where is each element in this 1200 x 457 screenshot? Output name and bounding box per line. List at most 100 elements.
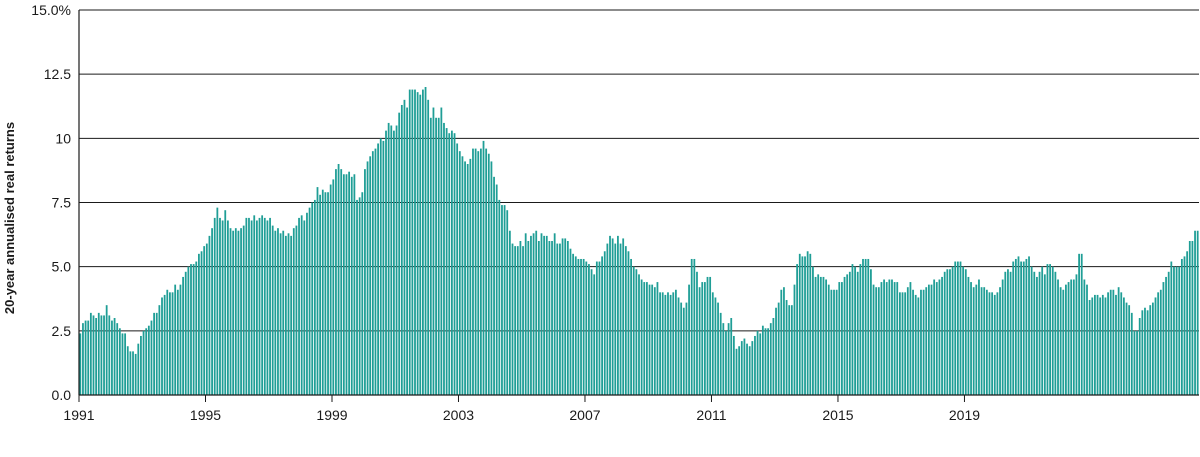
- bar: [456, 143, 459, 395]
- bar: [751, 341, 754, 395]
- bar: [377, 143, 379, 395]
- x-tick-label: 2015: [822, 407, 853, 423]
- bar: [624, 246, 627, 395]
- bar: [780, 289, 783, 395]
- bar: [577, 258, 580, 395]
- bar: [182, 276, 184, 395]
- bar: [972, 287, 975, 395]
- bar: [321, 189, 324, 395]
- bar: [174, 284, 177, 395]
- bar: [933, 279, 936, 395]
- bar: [1130, 312, 1133, 395]
- bar: [727, 323, 730, 395]
- bar: [400, 104, 403, 395]
- bar: [240, 228, 242, 395]
- bar: [284, 235, 287, 395]
- bar: [1096, 294, 1099, 395]
- bar: [163, 294, 166, 395]
- bar: [1112, 289, 1115, 395]
- bar: [145, 328, 148, 395]
- bar: [1183, 256, 1186, 395]
- bar: [537, 241, 540, 395]
- bar: [248, 217, 250, 395]
- bar: [574, 256, 577, 395]
- bar: [232, 230, 235, 395]
- bar: [161, 297, 163, 395]
- bar: [464, 161, 466, 395]
- bar: [371, 151, 374, 395]
- bar: [116, 323, 119, 395]
- bar: [1030, 266, 1033, 395]
- bar-series: [79, 87, 1199, 396]
- bar: [274, 230, 277, 395]
- bar: [1138, 318, 1141, 395]
- bar: [709, 276, 712, 395]
- bar: [522, 246, 524, 395]
- bar: [777, 302, 780, 395]
- bar: [830, 289, 833, 395]
- bar: [213, 217, 216, 395]
- bar: [306, 212, 308, 395]
- bar: [740, 341, 743, 395]
- bar: [403, 99, 406, 395]
- bar: [1086, 284, 1088, 395]
- bar: [369, 156, 372, 395]
- bar: [996, 292, 999, 395]
- bar: [943, 271, 946, 395]
- bar: [756, 330, 759, 395]
- bar: [324, 192, 327, 395]
- bar: [195, 261, 198, 395]
- bar: [158, 305, 161, 395]
- bar: [311, 202, 314, 395]
- bar: [298, 217, 300, 395]
- bar: [925, 287, 928, 395]
- bar: [1162, 282, 1165, 395]
- bar: [619, 243, 622, 395]
- bar: [382, 140, 385, 395]
- bar: [827, 284, 830, 395]
- bar: [348, 171, 351, 395]
- bar: [203, 246, 206, 395]
- bar: [767, 328, 770, 395]
- bar: [277, 228, 279, 395]
- bar: [566, 241, 569, 395]
- bar: [970, 282, 972, 395]
- bar: [545, 235, 548, 395]
- bar: [398, 112, 401, 396]
- bar: [1067, 282, 1070, 395]
- y-tick-label: 12.5: [44, 66, 71, 82]
- bar: [951, 266, 954, 395]
- bar: [414, 89, 416, 395]
- axes: [78, 10, 1199, 396]
- bar: [1170, 261, 1173, 395]
- bar: [358, 197, 361, 395]
- y-axis-ticks: 0.0 2.5 5.0 7.5 10 12.5 15.0%: [31, 2, 71, 403]
- bar: [1043, 274, 1046, 395]
- bar: [798, 253, 801, 395]
- bar: [490, 161, 493, 395]
- bar: [693, 258, 696, 395]
- bar: [738, 346, 741, 395]
- bar: [540, 233, 543, 395]
- y-tick-label: 10: [55, 130, 71, 146]
- bar: [84, 320, 87, 395]
- bar: [524, 233, 527, 395]
- bar: [224, 210, 227, 395]
- bar: [675, 289, 677, 395]
- bar: [1178, 266, 1181, 395]
- bar: [701, 282, 704, 395]
- bar: [103, 315, 105, 395]
- x-tick-label: 1991: [63, 407, 94, 423]
- bar: [711, 292, 714, 395]
- bar: [313, 199, 316, 395]
- bar: [1117, 287, 1120, 395]
- bar: [1159, 289, 1162, 395]
- bar: [719, 312, 722, 395]
- bar: [622, 238, 625, 395]
- bar: [819, 276, 822, 395]
- bar: [179, 284, 182, 395]
- bar: [643, 282, 646, 395]
- bar: [809, 253, 812, 395]
- bar: [118, 328, 121, 395]
- bar: [632, 266, 635, 395]
